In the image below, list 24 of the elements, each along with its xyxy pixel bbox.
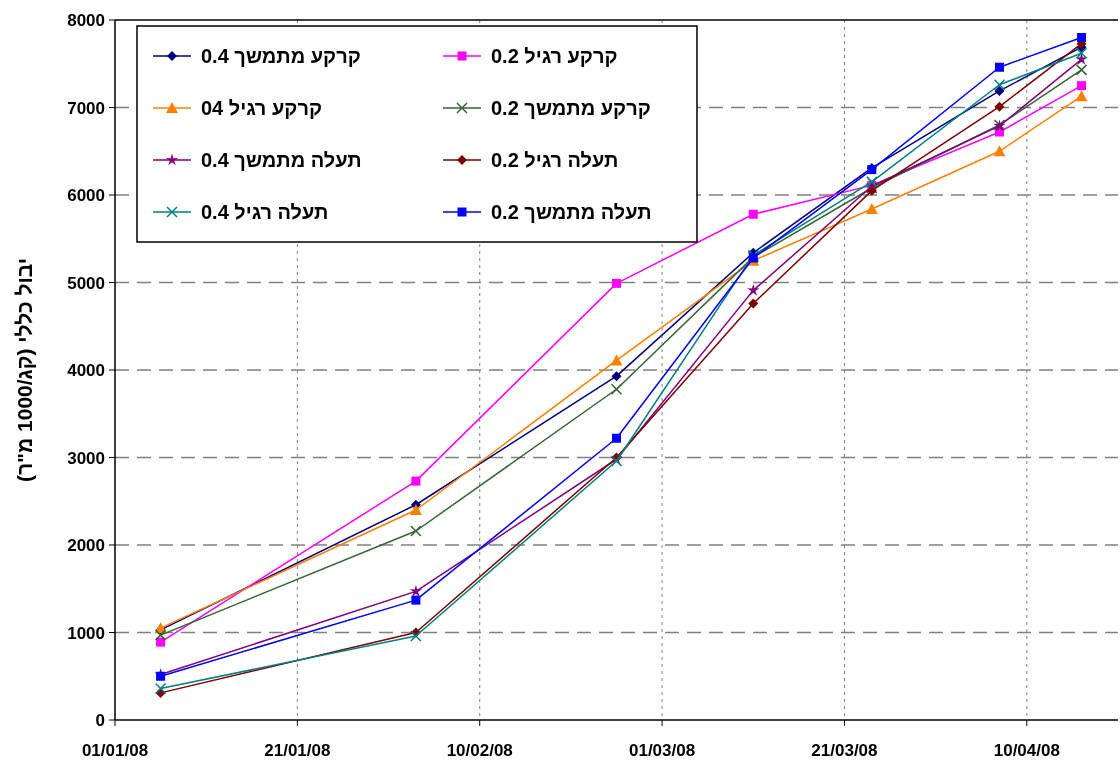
- x-tick-label: 01/01/08: [81, 741, 149, 760]
- x-tick-label: 21/01/08: [264, 741, 331, 760]
- y-tick-label: 4000: [67, 361, 105, 380]
- y-tick-label: 7000: [67, 98, 105, 118]
- x-tick-label: 21/03/08: [811, 741, 878, 760]
- y-tick-label: 1000: [67, 623, 105, 643]
- y-tick-label: 8000: [67, 11, 105, 30]
- y-tick-label: 2000: [67, 536, 105, 555]
- legend-label: קרקע מתמשך 0.2: [491, 97, 651, 119]
- y-tick-label: 0: [95, 711, 105, 730]
- y-tick-label: 5000: [67, 273, 105, 293]
- legend-label: תעלה מתמשך 0.2: [491, 201, 652, 223]
- y-axis-title: יבול כללי (קג/1000 מ"ר): [13, 257, 36, 483]
- x-tick-label: 01/03/08: [629, 741, 696, 760]
- y-tick-label: 3000: [67, 448, 105, 468]
- legend-label: תעלה מתמשך 0.4: [201, 149, 362, 171]
- x-tick-label: 10/02/08: [446, 741, 513, 760]
- x-tick-label: 10/04/08: [993, 741, 1060, 760]
- y-tick-label: 6000: [67, 186, 105, 205]
- legend-label: קרקע רגיל 0.2: [491, 45, 618, 67]
- legend-label: קרקע רגיל 04: [201, 97, 322, 119]
- legend-label: תעלה רגיל 0.4: [201, 201, 329, 223]
- legend-label: קרקע מתמשך 0.4: [201, 45, 361, 67]
- legend-label: תעלה רגיל 0.2: [491, 149, 619, 171]
